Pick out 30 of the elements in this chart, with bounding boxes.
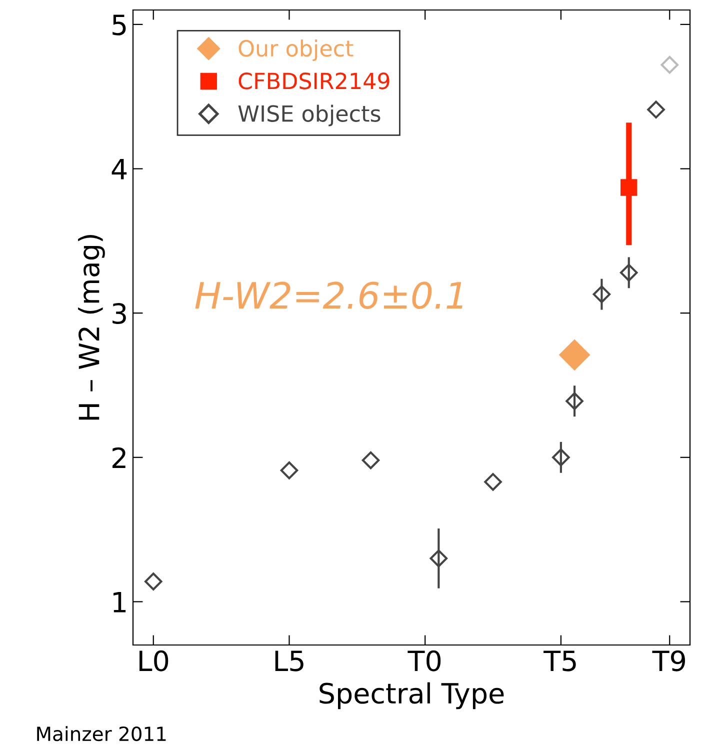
point <box>647 100 665 118</box>
y-tick-label: 1 <box>114 592 126 612</box>
legend-label: CFBDSIR2149 <box>238 72 390 90</box>
point <box>430 550 448 568</box>
point <box>566 392 584 410</box>
y-tick-label: 4 <box>112 159 127 180</box>
point <box>552 448 570 466</box>
y-tick-label: 2 <box>112 447 126 468</box>
x-tick-label: T0 <box>408 650 441 672</box>
x-axis-title: Spectral Type <box>320 682 504 710</box>
point <box>484 473 502 491</box>
x-tick-label: L5 <box>275 650 304 672</box>
point <box>660 56 679 74</box>
point <box>144 572 162 590</box>
y-tick-label: 3 <box>112 303 126 324</box>
y-tick-label: 5 <box>112 14 126 36</box>
annotation: H-W2=2.6±0.1 <box>195 282 462 309</box>
point <box>558 339 590 371</box>
text: Mainzer 2011 <box>37 726 166 742</box>
legend-label: Our object <box>238 40 354 62</box>
point <box>280 461 298 480</box>
x-tick-label: T9 <box>652 650 685 672</box>
point <box>620 179 638 196</box>
legend-label: WISE objects <box>238 104 380 126</box>
point <box>362 451 380 470</box>
x-tick-label: T5 <box>544 650 576 672</box>
point <box>620 264 638 282</box>
x-tick-label: L0 <box>140 650 168 672</box>
y-axis-title: H – W2 (mag) <box>78 234 105 420</box>
point <box>592 285 611 304</box>
